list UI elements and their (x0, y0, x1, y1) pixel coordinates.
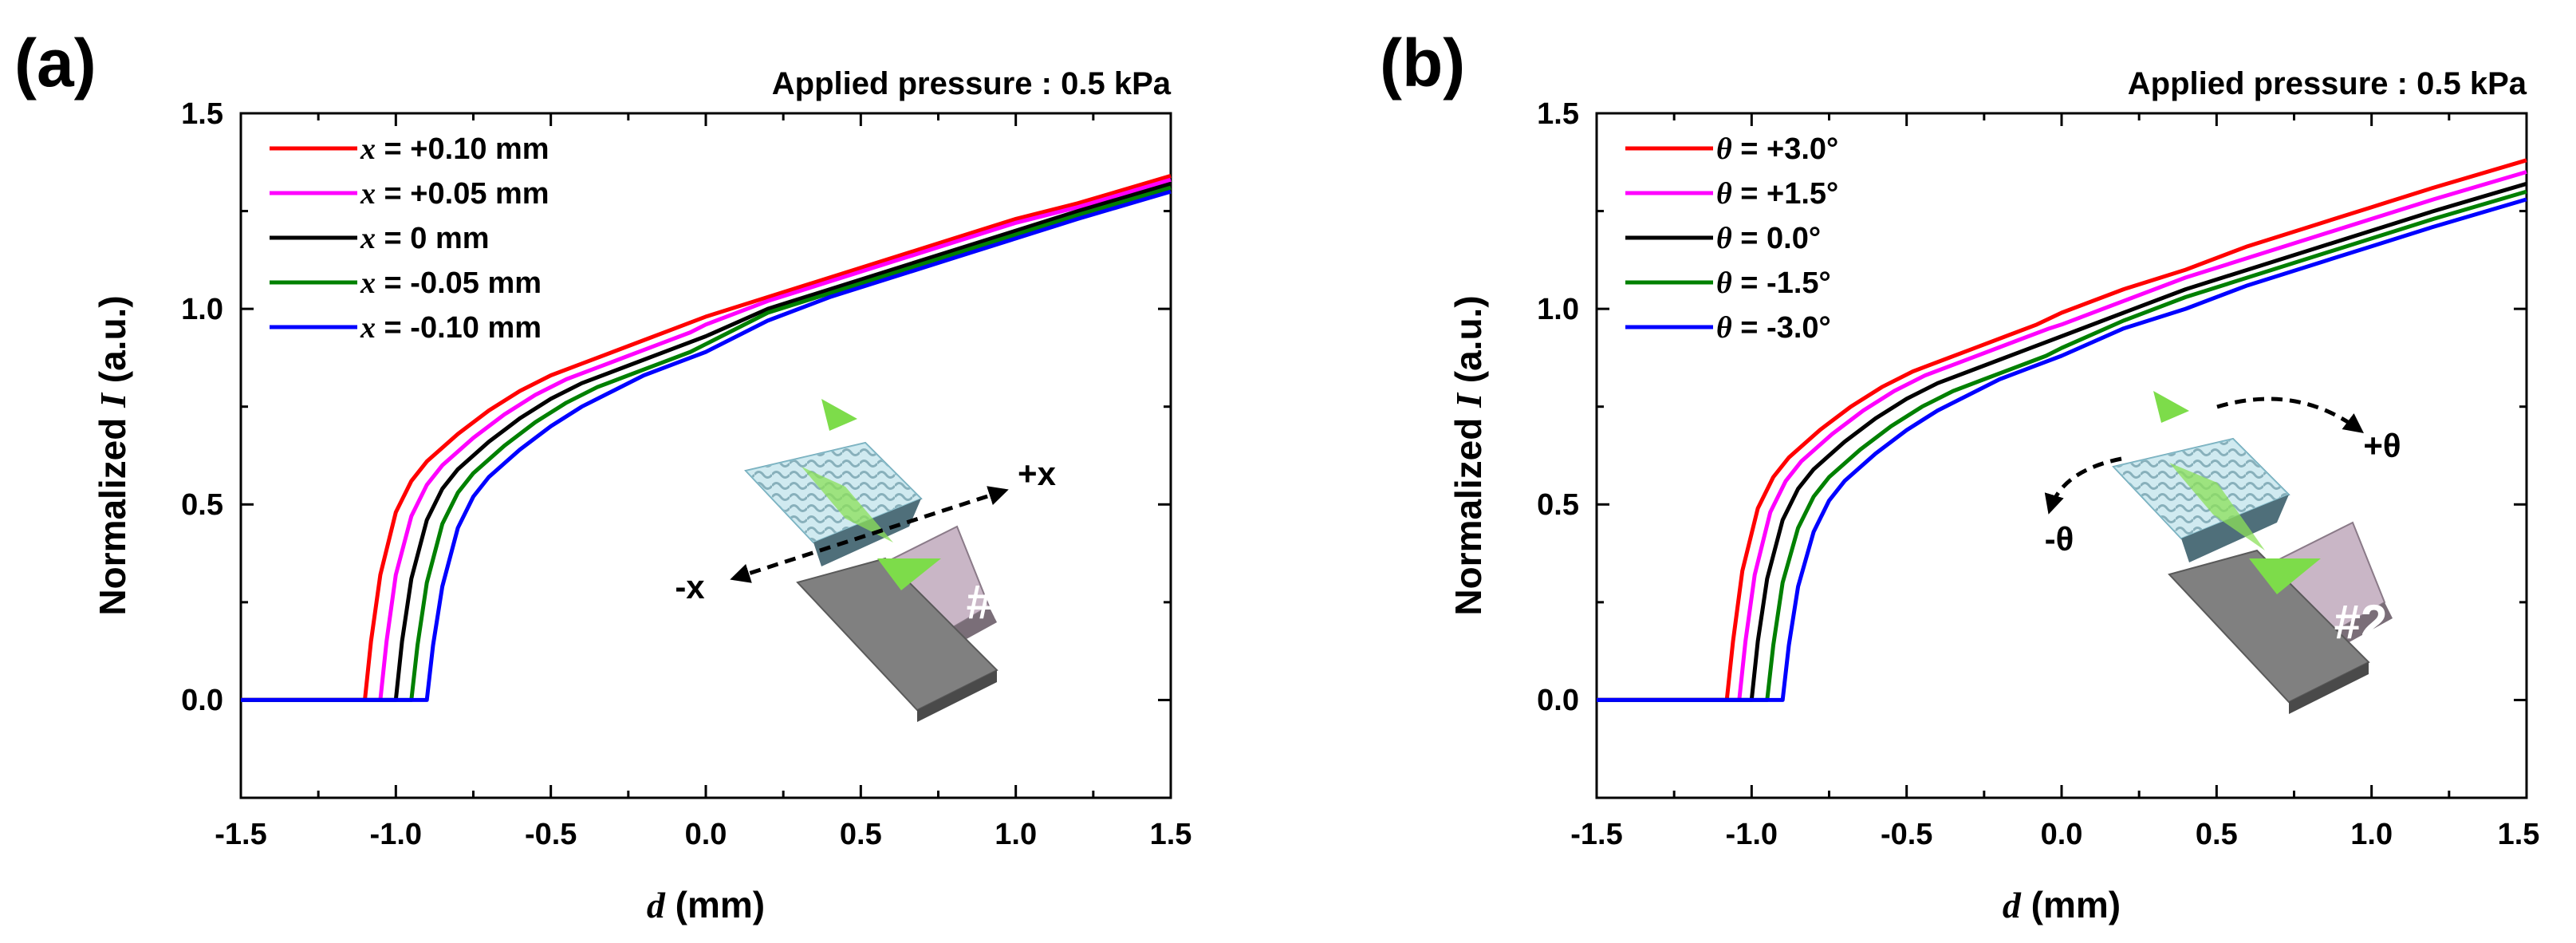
y-tick-label: 1.5 (1537, 97, 1579, 131)
inset-label-minus: -θ (2045, 520, 2074, 558)
x-tick-label: 0.5 (2196, 818, 2238, 851)
x-tick-label: -1.0 (370, 818, 422, 851)
rotation-beam (2169, 463, 2265, 550)
x-axis-title: d (mm) (647, 884, 765, 925)
x-tick-label: -1.5 (1570, 818, 1622, 851)
y-tick-label: 0.5 (1537, 488, 1579, 522)
x-tick-labels: -1.5 -1.0 -0.5 0.0 0.5 1.0 1.5 (215, 818, 1191, 851)
y-axis-var: I (1448, 392, 1489, 408)
legend-label: x = 0 mm (360, 222, 490, 255)
legend-label: θ = -3.0° (1716, 311, 1831, 345)
legend-label: θ = -1.5° (1716, 266, 1831, 300)
y-tick-labels: 0.0 0.5 1.0 1.5 (181, 97, 223, 717)
x-tick-label: -0.5 (1881, 818, 1932, 851)
electrode-pad-side (2289, 662, 2369, 714)
rotation-arrow-plus (2216, 397, 2365, 433)
legend-label: θ = 0.0° (1716, 222, 1821, 255)
inset-label-minus: -x (675, 568, 705, 606)
legend: x = +0.10 mm x = +0.05 mm x = 0 mm x = -… (270, 132, 549, 345)
inset-schematic: +θ -θ #2 (2045, 391, 2401, 714)
green-arrow-up-icon (821, 399, 857, 431)
series-line-3 (1597, 189, 2527, 702)
y-axis-title: Normalized I (a.u.) (92, 295, 133, 615)
electrode-label: #2 (2334, 595, 2388, 649)
x-axis-unit: (mm) (2021, 884, 2121, 925)
y-axis-title: Normalized I (a.u.) (1448, 295, 1489, 615)
y-tick-label: 1.5 (181, 97, 223, 131)
x-tick-label: 1.0 (995, 818, 1037, 851)
legend-label: x = +0.05 mm (360, 177, 549, 211)
y-tick-label: 0.0 (181, 684, 223, 717)
series-line-2 (241, 181, 1172, 702)
series-line-0 (1597, 158, 2527, 702)
series-line-0 (241, 174, 1172, 702)
series-line-1 (1597, 170, 2527, 702)
y-axis-prefix: Normalized (1448, 408, 1489, 616)
green-arrow-down-icon (2249, 558, 2321, 594)
x-direction-arrow (730, 486, 1009, 583)
panel-label: (a) (14, 26, 97, 101)
electrode-label: #2 (967, 575, 1020, 629)
pressure-annotation: Applied pressure : 0.5 kPa (772, 66, 1172, 101)
series-line-4 (241, 189, 1172, 702)
series-group (1597, 158, 2527, 702)
x-axis-var: d (647, 885, 666, 925)
panel-b: (b) Applied pressure : 0.5 kPa -1.5 -1.0… (1380, 26, 2539, 925)
y-axis-unit: (a.u.) (92, 295, 133, 393)
rotation-arrow-minus (2044, 456, 2122, 515)
x-tick-label: 1.5 (1150, 818, 1192, 851)
inset-schematic: +x -x #2 (675, 399, 1057, 722)
panel-a: (a) Applied pressure : 0.5 kPa -1.5 -1.0… (14, 26, 1191, 925)
legend-label: x = -0.05 mm (360, 266, 542, 300)
series-line-1 (241, 177, 1172, 702)
x-tick-label: 1.0 (2350, 818, 2393, 851)
legend-label: θ = +3.0° (1716, 132, 1838, 166)
series-line-4 (1597, 197, 2527, 702)
x-axis-title: d (mm) (2003, 884, 2121, 925)
inset-label-plus: +x (1018, 455, 1057, 492)
x-axis-var: d (2003, 885, 2022, 925)
tick-marks (239, 112, 1172, 799)
tick-marks (1595, 112, 2528, 799)
y-tick-label: 1.0 (1537, 293, 1579, 326)
x-tick-labels: -1.5 -1.0 -0.5 0.0 0.5 1.0 1.5 (1570, 818, 2539, 851)
series-group (241, 174, 1172, 702)
legend: θ = +3.0° θ = +1.5° θ = 0.0° θ = -1.5° θ… (1625, 132, 1838, 345)
y-tick-label: 0.0 (1537, 684, 1579, 717)
series-line-3 (241, 185, 1172, 702)
x-tick-label: -1.5 (215, 818, 266, 851)
panel-label: (b) (1380, 26, 1465, 101)
y-tick-label: 1.0 (181, 293, 223, 326)
legend-label: θ = +1.5° (1716, 177, 1838, 211)
y-tick-labels: 0.0 0.5 1.0 1.5 (1537, 97, 1579, 717)
green-arrow-up-icon (2153, 391, 2189, 423)
legend-label: x = +0.10 mm (360, 132, 549, 166)
x-tick-label: 0.0 (685, 818, 727, 851)
x-tick-label: 0.5 (840, 818, 882, 851)
x-tick-label: 0.0 (2041, 818, 2083, 851)
y-axis-var: I (93, 392, 133, 408)
electrode-pad-side (917, 670, 997, 722)
y-tick-label: 0.5 (181, 488, 223, 522)
x-tick-label: 1.5 (2498, 818, 2540, 851)
inset-label-plus: +θ (2363, 427, 2401, 464)
x-axis-unit: (mm) (665, 884, 765, 925)
series-line-2 (1597, 181, 2527, 702)
pressure-annotation: Applied pressure : 0.5 kPa (2128, 66, 2527, 101)
legend-label: x = -0.10 mm (360, 311, 542, 345)
y-axis-prefix: Normalized (92, 408, 133, 616)
x-tick-label: -0.5 (525, 818, 577, 851)
y-axis-unit: (a.u.) (1448, 295, 1489, 393)
x-tick-label: -1.0 (1726, 818, 1778, 851)
